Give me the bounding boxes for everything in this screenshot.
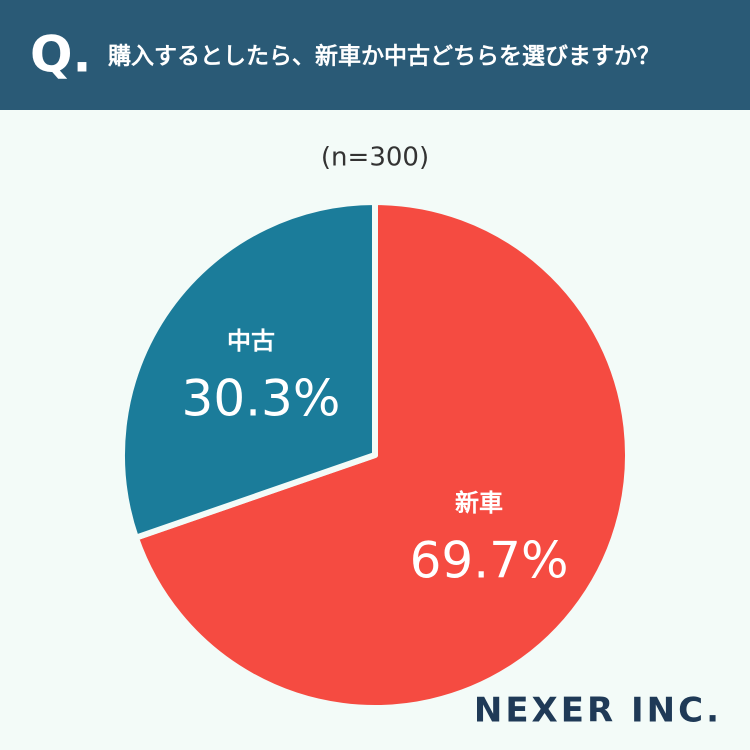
slice-label: 新車 (455, 489, 503, 517)
pie-slice (132, 199, 631, 711)
logo: NEXER INC. (474, 691, 722, 731)
question-marker: Q. (30, 26, 92, 84)
slice-label: 中古 (227, 327, 275, 355)
chart-subtitle: (n=300) (321, 143, 429, 173)
pie (119, 199, 631, 711)
value-label: 30.3% (182, 369, 341, 427)
pie-slice (119, 199, 378, 541)
chart-title: 購入するとしたら、新車か中古どちらを選びますか？ (108, 43, 660, 70)
header (0, 0, 750, 110)
value-label: 69.7% (410, 532, 569, 590)
